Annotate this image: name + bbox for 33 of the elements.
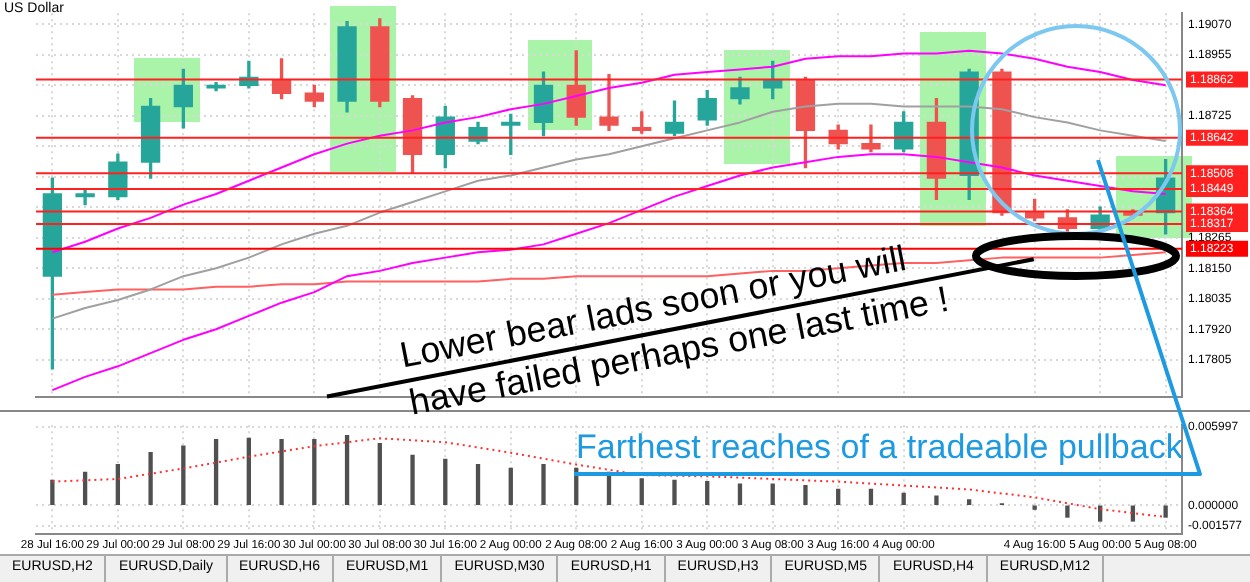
bar xyxy=(213,438,219,505)
bar xyxy=(508,467,513,505)
bar xyxy=(279,438,284,505)
bar xyxy=(737,483,743,505)
bar xyxy=(344,435,350,505)
bar xyxy=(312,438,317,505)
bar xyxy=(181,445,186,505)
bar xyxy=(868,488,874,505)
annotation: Lower bear lads soon or you will have failed perhaps one last time ! xyxy=(394,236,954,425)
bar xyxy=(803,484,808,505)
bar xyxy=(148,452,153,505)
bar xyxy=(475,463,481,505)
bar xyxy=(1163,505,1168,518)
bar xyxy=(50,479,55,505)
bar xyxy=(705,480,710,505)
bar xyxy=(246,437,251,505)
annotation: Farthest reaches of a tradeable pullback xyxy=(576,428,1183,468)
bar xyxy=(934,495,939,505)
bar xyxy=(410,454,415,505)
bar xyxy=(836,488,841,505)
bar xyxy=(672,479,677,505)
bar xyxy=(377,442,382,505)
bar xyxy=(901,492,906,505)
bar xyxy=(115,463,121,505)
bar xyxy=(770,483,775,505)
bar xyxy=(1130,505,1136,522)
bar xyxy=(639,478,644,505)
bar xyxy=(967,499,972,505)
candlestick xyxy=(599,74,619,132)
bar xyxy=(1065,505,1070,518)
bar xyxy=(82,471,88,505)
bar xyxy=(541,463,546,505)
bar xyxy=(443,458,448,505)
